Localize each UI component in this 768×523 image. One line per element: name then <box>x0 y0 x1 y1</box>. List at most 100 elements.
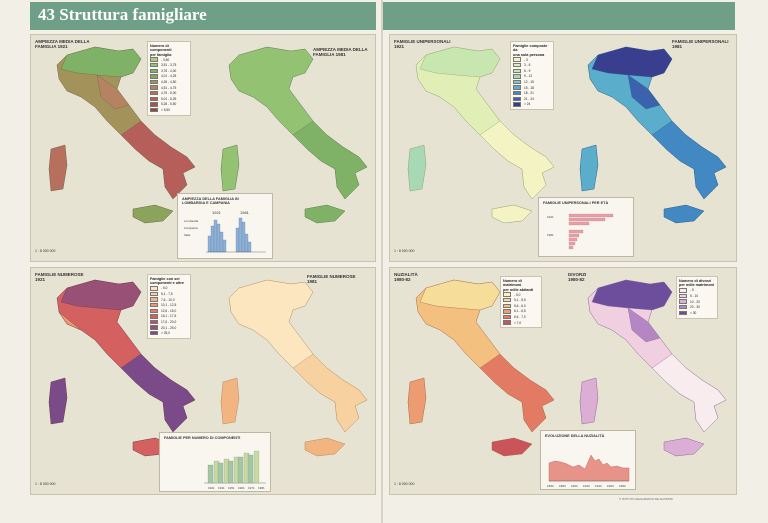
page-title: 43 Struttura famigliare <box>38 5 207 24</box>
map-title-1981: FAMIGLIE UNIPERSONALI 1981 <box>672 39 729 50</box>
legend-label: 12,6 - 15,0 <box>161 308 177 313</box>
legend-label: 7,6 - 10,0 <box>161 297 175 302</box>
legend-item: 15 - 18 <box>513 85 551 91</box>
inset-x-1982: 1982 <box>619 484 626 488</box>
legend-item: 3 - 6 <box>513 62 551 68</box>
inset-x-1960: 1960 <box>607 484 614 488</box>
legend-label: 5,1 - 7,5 <box>161 291 173 296</box>
right-page: FAMIGLIE UNIPERSONALI 1921 FAMIGLIE UNIP… <box>383 0 768 523</box>
legend-label: - 5,0 <box>514 292 521 297</box>
legend-swatch <box>150 330 158 336</box>
legend-swatch <box>150 314 158 319</box>
legend-item: 9 - 12 <box>513 74 551 80</box>
legend-item: > 24 <box>513 102 551 108</box>
legend-item: 5,6 - 6,0 <box>503 303 539 309</box>
map-title-divorzi: DIVORZI 1980-82 <box>568 272 587 283</box>
legend-swatch <box>150 57 158 62</box>
legend-swatch <box>150 297 158 302</box>
legend-swatch <box>513 85 521 90</box>
italy-map-size-1921 <box>48 46 196 224</box>
legend-label: 3 - 6 <box>524 63 531 68</box>
panel-family-size: AMPIEZZA MEDIA DELLA FAMIGLIA 1921 AMPIE… <box>30 34 376 262</box>
legend-swatch <box>503 292 511 297</box>
legend-swatch <box>513 102 521 107</box>
legend-swatch <box>679 310 687 315</box>
legend-swatch <box>150 308 158 313</box>
legend-label: 20,1 - 25,0 <box>161 325 177 330</box>
legend-swatch <box>679 293 687 299</box>
legend-item: > 25,0 <box>150 330 188 336</box>
legend-item: 18 - 21 <box>513 90 551 96</box>
italy-map-unipers-1921 <box>407 46 555 224</box>
legend-label: 18 - 21 <box>524 91 534 96</box>
legend-swatch <box>150 325 158 330</box>
legend-swatch <box>503 309 511 314</box>
legend-title: Numero di matrimoni per mille abitanti <box>503 279 534 292</box>
legend-label: 6,1 - 6,5 <box>514 309 526 314</box>
legend-swatch <box>150 319 158 325</box>
legend-swatch <box>513 79 521 85</box>
legend-item: 4,26 - 4,50 <box>150 79 188 85</box>
legend-single-person: Famiglie composte da una sola persona - … <box>510 41 554 111</box>
legend-rows: - 3,50 3,51 - 3,75 3,76 - 4,00 4,01 - 4,25 4… <box>150 57 188 113</box>
map-title-1921: FAMIGLIE UNIPERSONALI 1921 <box>394 39 451 50</box>
italy-map-numerose-1921 <box>48 279 196 457</box>
legend-item: - 3,50 <box>150 57 188 63</box>
legend-nuzialita: Numero di matrimoni per mille abitanti -… <box>500 276 542 329</box>
legend-swatch <box>150 102 158 107</box>
legend-swatch <box>513 63 521 68</box>
left-page: 43 Struttura famigliare AMPIEZZA MEDIA D… <box>0 0 381 523</box>
legend-title: Numero di divorzi per mille matrimoni <box>679 279 715 288</box>
inset-year-1981: 1981 <box>240 210 250 215</box>
legend-swatch <box>513 74 521 79</box>
legend-label: 6,6 - 7,0 <box>514 315 526 320</box>
legend-swatch <box>150 63 158 68</box>
legend-label: 20 - 30 <box>690 305 700 310</box>
legend-swatch <box>513 68 521 74</box>
legend-item: - 5,0 <box>503 292 539 298</box>
inset-age-bars: 1921 1981 <box>547 213 614 250</box>
inset-cat-1931: 1931 <box>218 486 225 490</box>
legend-label: 4,26 - 4,50 <box>161 80 177 85</box>
legend-item: - 3 <box>513 57 551 63</box>
map-scale: 1 : 8 000 000 <box>394 482 415 486</box>
map-scale: 1 : 8 000 000 <box>35 249 56 253</box>
legend-item: 10,1 - 12,5 <box>150 302 188 308</box>
legend-label: 9 - 12 <box>524 74 533 79</box>
inset-cat-1951: 1951 <box>228 486 235 490</box>
legend-item: 4,01 - 4,25 <box>150 74 188 80</box>
legend-family-size: Numero di componenti per famiglia - 3,50… <box>147 41 191 116</box>
inset-cat-1981: 1981 <box>258 486 265 490</box>
inset-year-1981: 1981 <box>547 233 554 237</box>
legend-item: 5,1 - 5,5 <box>503 297 539 303</box>
legend-label: 21 - 24 <box>524 96 534 101</box>
legend-label: - 5 <box>690 288 694 293</box>
legend-swatch <box>679 299 687 304</box>
legend-item: 20 - 30 <box>679 304 715 310</box>
legend-swatch <box>503 303 511 309</box>
legend-item: 5,01 - 5,25 <box>150 96 188 102</box>
legend-swatch <box>150 79 158 85</box>
legend-label: 17,6 - 20,0 <box>161 319 177 324</box>
italy-map-size-1981 <box>220 46 368 224</box>
panel-single-person: FAMIGLIE UNIPERSONALI 1921 FAMIGLIE UNIP… <box>389 34 737 262</box>
legend-item: > 5,50 <box>150 107 188 113</box>
legend-label: 5,01 - 5,25 <box>161 96 177 101</box>
legend-title: Numero di componenti per famiglia <box>150 44 172 57</box>
panel-marriage-divorce: NUZIALITÀ 1980-82 DIVORZI 1980-82 Numero… <box>389 267 737 495</box>
legend-item: 5,26 - 5,50 <box>150 102 188 108</box>
inset-title: EVOLUZIONE DELLA NUZIALITÀ <box>545 434 605 438</box>
inset-marriage-evolution: EVOLUZIONE DELLA NUZIALITÀ 1862 1880 190… <box>540 430 636 490</box>
legend-swatch <box>503 320 511 325</box>
page-gutter <box>381 0 383 523</box>
sardinia <box>48 144 68 192</box>
legend-swatch <box>150 107 158 113</box>
italy-map-numerose-1981 <box>220 279 368 457</box>
legend-label: 5,26 - 5,50 <box>161 102 177 107</box>
legend-item: 3,51 - 3,75 <box>150 62 188 68</box>
legend-swatch <box>150 85 158 90</box>
legend-item: > 7,0 <box>503 320 539 326</box>
page-header: 43 Struttura famigliare <box>30 2 376 30</box>
legend-label: > 25,0 <box>161 331 170 336</box>
